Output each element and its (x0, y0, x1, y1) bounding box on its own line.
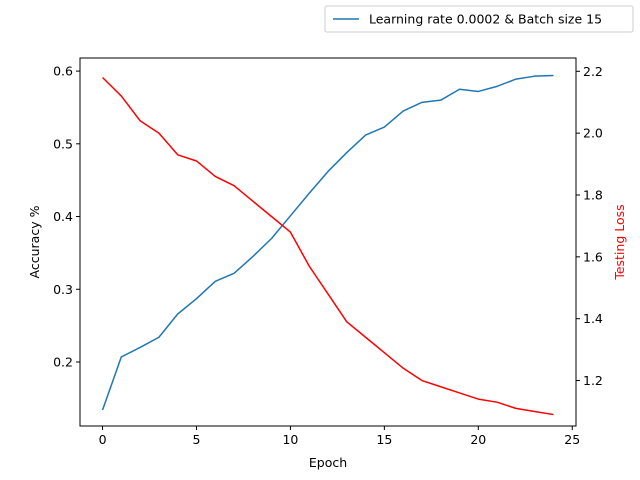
legend-label: Learning rate 0.0002 & Batch size 15 (369, 12, 602, 27)
x-tick-label: 15 (376, 432, 392, 447)
y-left-tick-label: 0.6 (53, 64, 73, 79)
y-right-tick-label: 2.0 (583, 126, 603, 141)
y-axis-right-title: Testing Loss (612, 204, 627, 280)
legend-box (324, 5, 634, 33)
x-tick-label: 20 (470, 432, 486, 447)
y-axis-left-title: Accuracy % (27, 205, 42, 278)
x-tick-label: 25 (564, 432, 580, 447)
x-tick-label: 0 (99, 432, 107, 447)
y-right-tick-label: 2.2 (583, 64, 603, 79)
loss-line-layer (102, 76, 554, 416)
loss-line (102, 76, 554, 416)
y-right-tick-label: 1.8 (583, 187, 603, 202)
y-left-tick-label: 0.2 (53, 355, 73, 370)
y-axis-left: 0.2 0.3 0.4 0.5 0.6 (53, 64, 80, 370)
y-right-tick-label: 1.4 (583, 311, 603, 326)
y-right-tick-label: 1.6 (583, 249, 603, 264)
x-tick-label: 5 (193, 432, 201, 447)
x-axis: 0 5 10 15 20 25 (99, 426, 580, 447)
y-left-tick-label: 0.5 (53, 136, 73, 151)
accuracy-line (101, 74, 554, 411)
y-right-tick-label: 1.2 (583, 373, 603, 388)
x-axis-title: Epoch (309, 455, 347, 470)
plot-frame (79, 57, 577, 427)
y-left-tick-label: 0.4 (53, 209, 73, 224)
accuracy-line-layer (101, 74, 554, 411)
y-axis-right: 1.2 1.4 1.6 1.8 2.0 2.2 (576, 64, 603, 388)
legend: Learning rate 0.0002 & Batch size 15 (324, 5, 634, 33)
x-tick-label: 10 (282, 432, 298, 447)
y-left-tick-label: 0.3 (53, 282, 73, 297)
